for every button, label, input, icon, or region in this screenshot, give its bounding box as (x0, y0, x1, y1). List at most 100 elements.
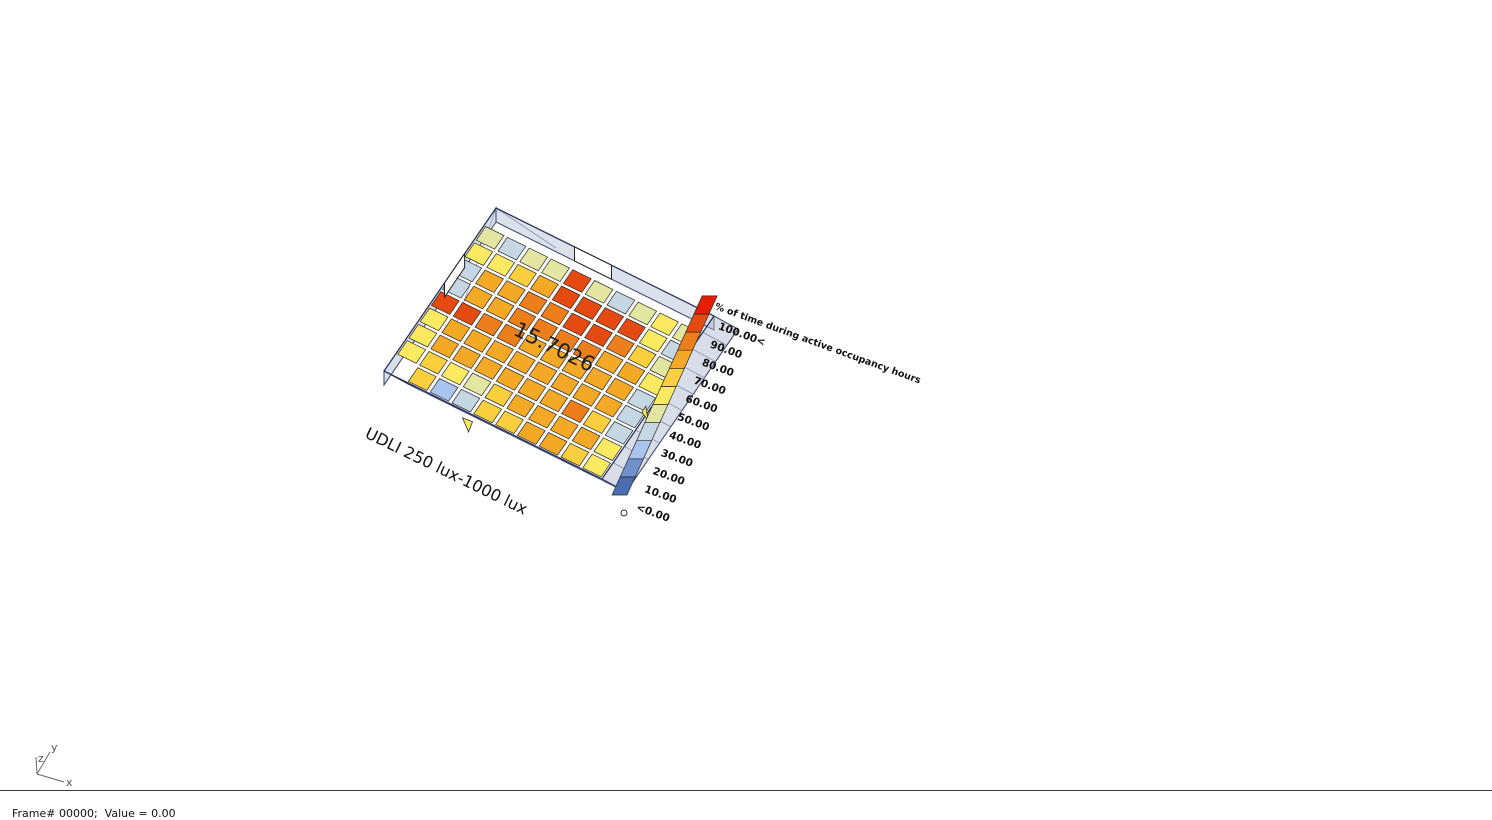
status-bar: Frame# 00000; Value = 0.00 (0, 790, 1492, 820)
heatmap-cell (475, 269, 504, 294)
legend-tick-label: 30.00 (659, 447, 694, 470)
heatmap-cell (496, 280, 526, 304)
z-axis-label: z (38, 752, 44, 765)
heatmap-cell (486, 253, 516, 277)
heatmap-cell (583, 366, 613, 391)
heatmap-cell (429, 378, 459, 402)
heatmap-cell (518, 291, 548, 315)
heatmap-cell (506, 350, 536, 375)
heatmap-cell (408, 323, 438, 348)
heatmap-cell (495, 410, 524, 435)
heatmap-cell (463, 329, 493, 353)
heatmap-cell (407, 367, 437, 391)
heatmap-cell (606, 290, 636, 315)
heatmap-cell (430, 334, 460, 359)
window-front (461, 417, 474, 433)
legend-base-point (620, 509, 628, 517)
heatmap-cell (605, 334, 635, 358)
legend-tick-label: 10.00 (643, 483, 678, 506)
heatmap-cell (508, 263, 537, 288)
heatmap-cell (419, 307, 449, 332)
heatmap-cell (485, 296, 515, 321)
heatmap-cell (584, 323, 613, 348)
heatmap-cell (441, 318, 471, 342)
heatmap-cell (627, 345, 657, 369)
window-right (641, 405, 649, 421)
heatmap-cell (506, 394, 536, 418)
heatmap-cell (484, 383, 514, 407)
heatmap-cell (539, 388, 569, 413)
x-axis-line (36, 773, 65, 783)
heatmap-cell (560, 442, 590, 467)
legend-tick-label: <0.00 (635, 502, 672, 525)
y-axis-label: y (51, 741, 58, 754)
window-back (574, 246, 612, 281)
window-left (444, 251, 466, 299)
legend-swatch (693, 295, 718, 315)
heatmap-cell (518, 334, 547, 359)
heatmap-cell (604, 421, 634, 445)
heatmap-cell (572, 339, 602, 364)
heatmap-cell (516, 421, 546, 445)
heatmap-cell (628, 301, 658, 326)
legend-tick-label: 20.00 (651, 465, 686, 488)
heatmap-cell (550, 372, 580, 396)
heatmap-cell (541, 258, 570, 283)
heatmap-cell (562, 269, 592, 293)
heatmap-cell (616, 361, 646, 385)
heatmap-cell (617, 317, 646, 342)
heatmap-cell (561, 356, 591, 380)
viewport[interactable]: 15.7026 UDLI 250 lux-1000 lux <0.00 10.00… (0, 0, 1492, 790)
heatmap-cell (594, 393, 623, 418)
heatmap-cell (452, 302, 482, 326)
room-box: 15.7026 (383, 206, 739, 493)
legend-tick-label: 40.00 (667, 429, 702, 452)
heatmap-cell (497, 236, 527, 261)
heatmap-cell (463, 285, 493, 310)
axis-gizmo: x y z (35, 741, 73, 789)
heatmap-cell (573, 296, 603, 320)
heatmap-cell (519, 247, 549, 272)
z-axis-line (35, 756, 38, 775)
heatmap-grid (397, 226, 701, 478)
heatmap-cell (605, 377, 635, 402)
heatmap-cell (650, 312, 679, 337)
heatmap-cell (528, 404, 557, 429)
heatmap-cell (551, 328, 580, 353)
heatmap-cell (594, 350, 624, 375)
heatmap-cell (485, 339, 514, 364)
heatmap-cell (464, 242, 494, 266)
heatmap-cell (572, 383, 602, 407)
heatmap-cell (595, 307, 625, 331)
heatmap-cell (638, 328, 668, 353)
heatmap-cell (562, 312, 592, 337)
heatmap-cell (495, 367, 525, 391)
heatmap-cell (593, 437, 623, 461)
window-openings (444, 246, 649, 433)
heatmap-cell (474, 312, 504, 337)
heatmap-cell (627, 388, 656, 413)
heatmap-cell (462, 372, 492, 397)
heatmap-cell (473, 356, 503, 380)
heatmap-cell (561, 399, 590, 424)
heatmap-cell (507, 307, 537, 331)
heatmap-cell (528, 361, 558, 386)
heatmap-cell (473, 399, 503, 424)
heatmap-cell (451, 388, 481, 413)
legend-swatches (611, 295, 718, 496)
heatmap-cell (517, 377, 547, 402)
heatmap-cell (440, 361, 470, 386)
heatmap-cell (529, 274, 559, 299)
heatmap-cell (549, 415, 579, 440)
heatmap-cell (475, 226, 505, 250)
heatmap-cell (551, 285, 581, 310)
graph-title: UDLI 250 lux-1000 lux (362, 424, 530, 519)
x-axis-label: x (66, 776, 73, 789)
heatmap-cell (582, 453, 612, 478)
heatmap-cell (539, 345, 569, 369)
heatmap-cell (582, 410, 612, 434)
heatmap-cell (496, 323, 526, 348)
scene-3d: 15.7026 UDLI 250 lux-1000 lux <0.0010.00… (35, 206, 923, 789)
heatmap-cell (540, 301, 570, 326)
heatmap-cell (419, 350, 448, 375)
